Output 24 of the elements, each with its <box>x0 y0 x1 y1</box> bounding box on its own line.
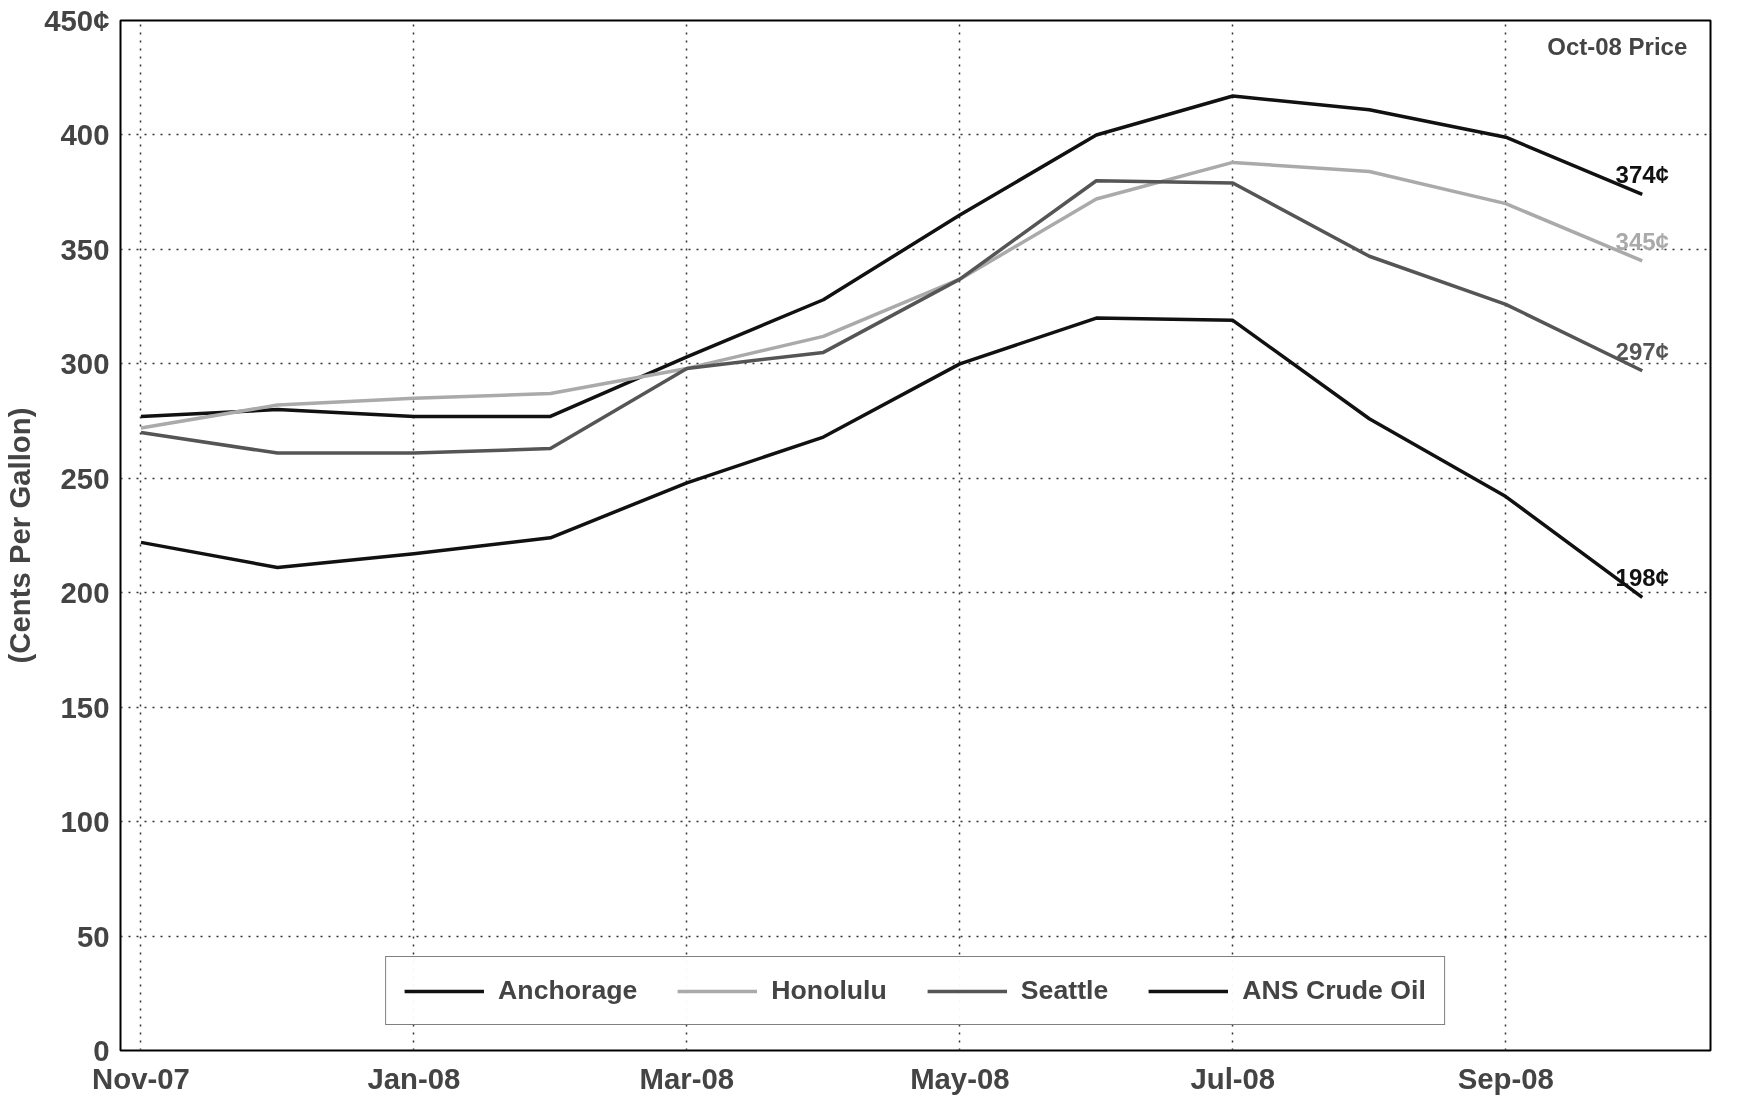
data-label: 345¢ <box>1615 227 1669 255</box>
x-tick-label: May-08 <box>910 1061 1010 1095</box>
y-tick-label: 300 <box>60 347 110 381</box>
y-tick-label: 250 <box>60 461 110 495</box>
y-tick-label: 150 <box>60 690 110 724</box>
y-tick-label: 350 <box>60 232 110 266</box>
legend-label: Anchorage <box>498 975 638 1006</box>
data-label: 374¢ <box>1615 161 1669 189</box>
x-tick-label: Sep-08 <box>1457 1061 1554 1095</box>
y-tick-label: 50 <box>76 919 110 953</box>
x-tick-label: Jul-08 <box>1190 1061 1276 1095</box>
legend-label: Seattle <box>1020 975 1109 1006</box>
x-tick-label: Mar-08 <box>639 1061 735 1095</box>
y-tick-label: 450¢ <box>44 4 110 37</box>
y-tick-label: 100 <box>60 805 110 839</box>
y-tick-label: 200 <box>60 576 110 610</box>
annotation: Oct-08 Price <box>1547 32 1688 60</box>
data-label: 297¢ <box>1615 337 1669 365</box>
legend-label: Honolulu <box>771 975 887 1006</box>
x-tick-label: Jan-08 <box>367 1061 461 1095</box>
y-axis-title: (Cents Per Gallon) <box>3 407 37 664</box>
y-tick-label: 400 <box>60 118 110 152</box>
legend-label: ANS Crude Oil <box>1242 975 1426 1006</box>
data-label: 198¢ <box>1615 564 1669 592</box>
